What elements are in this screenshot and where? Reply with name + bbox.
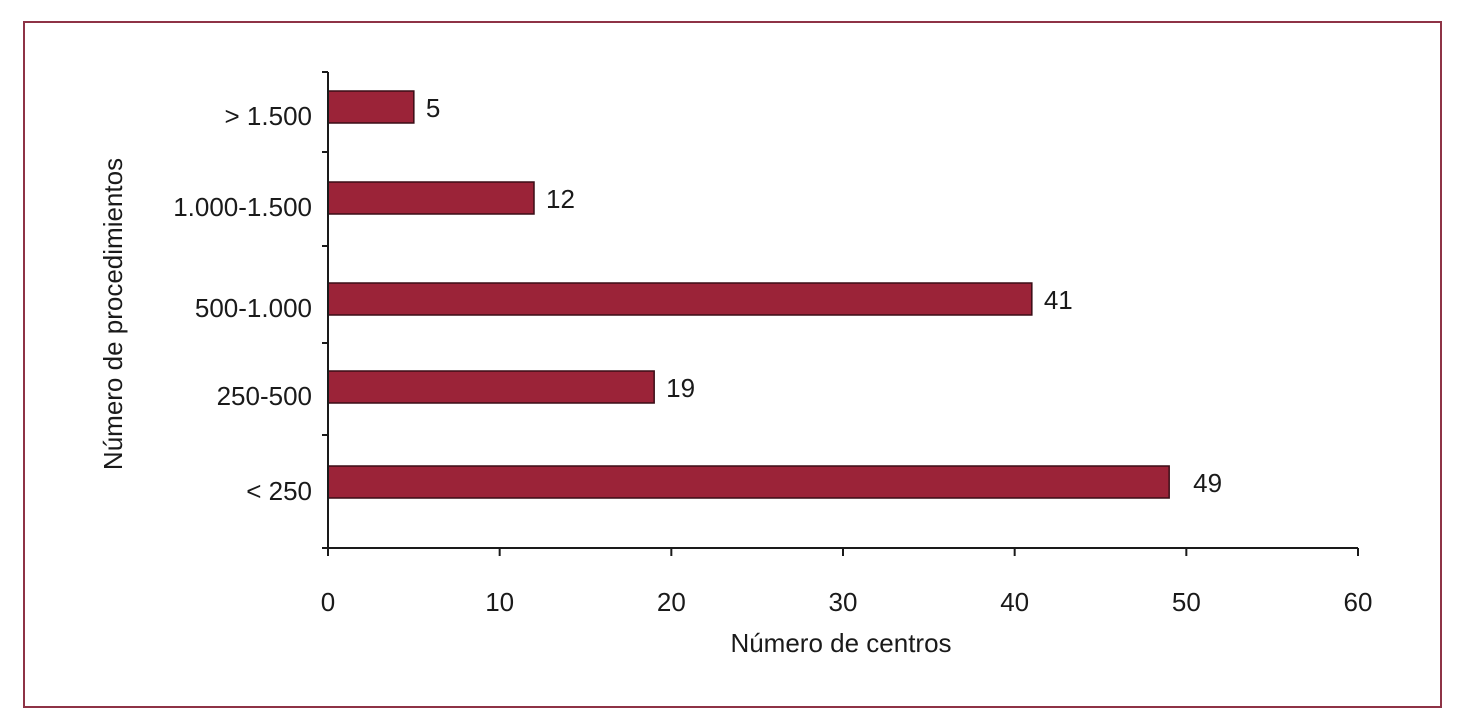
bar — [327, 90, 415, 124]
bar — [327, 181, 535, 215]
x-tick-label: 40 — [1000, 587, 1029, 617]
value-label: 5 — [426, 93, 440, 123]
y-axis-title: Número de procedimientos — [98, 158, 128, 470]
value-label: 41 — [1044, 285, 1073, 315]
x-tick-label: 60 — [1344, 587, 1373, 617]
value-label: 12 — [546, 184, 575, 214]
x-tick-label: 10 — [485, 587, 514, 617]
category-label: 500-1.000 — [195, 293, 312, 323]
category-label: > 1.500 — [225, 101, 312, 131]
category-label: 1.000-1.500 — [173, 192, 312, 222]
bar — [327, 282, 1033, 316]
bar — [327, 370, 655, 404]
value-label: 49 — [1193, 468, 1222, 498]
bars-group — [327, 90, 1170, 499]
x-tick-label: 50 — [1172, 587, 1201, 617]
x-tick-label: 20 — [657, 587, 686, 617]
category-label: 250-500 — [217, 381, 312, 411]
x-tick-label: 0 — [321, 587, 335, 617]
x-axis-title: Número de centros — [730, 628, 951, 658]
category-label: < 250 — [246, 476, 312, 506]
value-label: 19 — [666, 373, 695, 403]
bar — [327, 465, 1170, 499]
chart-frame — [23, 21, 1442, 708]
x-tick-label: 30 — [829, 587, 858, 617]
labels-group: 0 10 20 30 40 50 60 > 1.500 5 1.000-1.500 12 500-1.… — [173, 71, 1373, 617]
